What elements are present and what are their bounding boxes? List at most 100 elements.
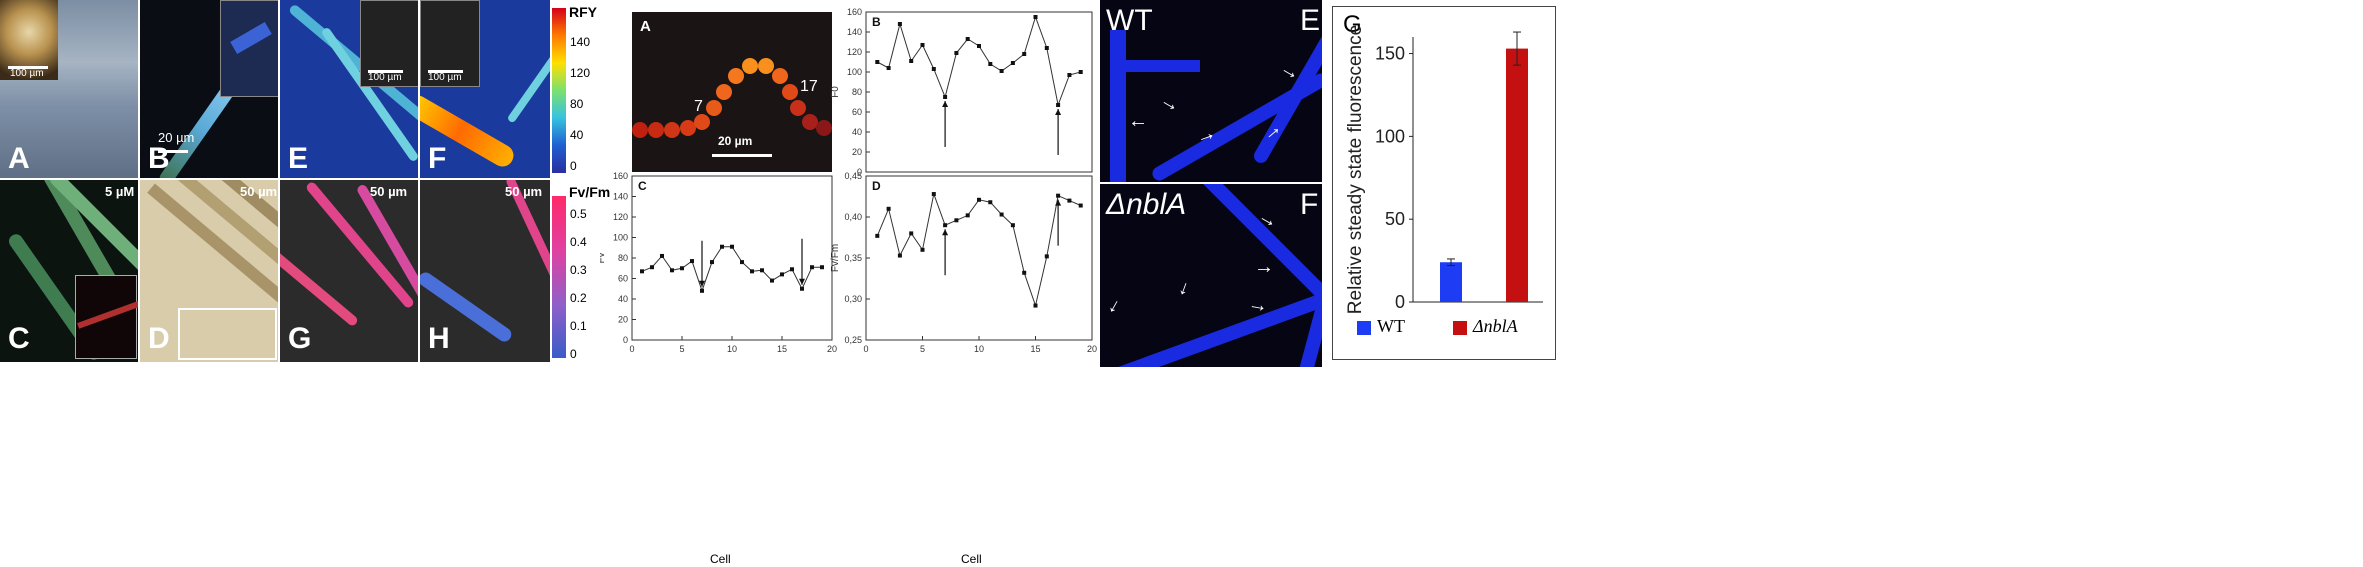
data-point: [650, 265, 654, 270]
arrow-head: [1055, 199, 1062, 206]
colorbar-tick: 0.1: [570, 319, 587, 333]
data-point: [920, 247, 925, 252]
y-tick-label: 160: [613, 171, 628, 181]
scale-bar: [368, 70, 403, 73]
panel-label: F: [428, 142, 447, 175]
scale-label: 50 µm: [370, 184, 408, 199]
arrow-icon: ←: [1128, 110, 1148, 132]
data-point: [965, 37, 970, 41]
cell-label-17: 17: [800, 78, 818, 95]
panel-label: D: [872, 179, 881, 193]
data-point: [1010, 61, 1015, 65]
strain-label: ΔnblA: [1106, 188, 1187, 221]
plot-frame: [865, 11, 1093, 173]
data-point: [909, 59, 914, 63]
scale-label: 50 µm: [505, 184, 543, 199]
x-tick-label: 20: [1087, 344, 1097, 354]
plot-frame: [865, 175, 1093, 341]
data-point: [954, 51, 959, 55]
data-point: [780, 272, 784, 277]
data-point: [710, 260, 714, 265]
data-point: [897, 253, 902, 258]
inset-image: [220, 0, 278, 97]
panel-label: H: [428, 322, 450, 355]
legend-swatch-nbla: [1453, 321, 1467, 335]
data-point: [1044, 254, 1049, 259]
data-point: [1067, 73, 1072, 77]
panel-F-rfy: 100 µm F: [420, 0, 550, 178]
y-tick-label: 100: [1375, 126, 1405, 146]
y-tick-label: 120: [613, 212, 628, 222]
y-tick-label: 20: [618, 315, 628, 325]
data-point: [875, 233, 880, 238]
scale-label: 50 µm: [240, 184, 278, 199]
colorbar-rfy: [552, 8, 566, 173]
panel-label: D: [148, 322, 170, 355]
data-point: [909, 231, 914, 236]
panel-A-filament-image: A 7 17 20 µm: [632, 12, 832, 172]
chart-D: 0,25 0,30 0,35 0,40 0,45 0 5 10 15 20 D Fv/Fm: [830, 171, 1097, 354]
data-point: [943, 95, 948, 99]
x-tick-label: 0: [863, 344, 868, 354]
x-tick-label: 5: [920, 344, 925, 354]
data-point: [999, 69, 1004, 73]
y-tick-label: 60: [618, 274, 628, 284]
data-point: [931, 192, 936, 197]
arrow-icon: →: [1254, 256, 1274, 278]
panel-label: A: [640, 18, 651, 35]
colorbar-title: RFY: [569, 4, 597, 20]
colorbar-tick: 0.5: [570, 207, 587, 221]
panel-label: G: [1343, 11, 1362, 38]
y-tick-label: 40: [618, 294, 628, 304]
data-point: [1022, 52, 1027, 56]
data-point: [800, 286, 804, 291]
y-tick-label: 40: [852, 127, 862, 137]
inset-image: [75, 275, 138, 359]
cell-chain: [632, 58, 832, 138]
y-tick-label: 80: [852, 87, 862, 97]
data-point: [965, 213, 970, 218]
y-tick-label: 100: [613, 233, 628, 243]
panel-D-brightfield: 50 µm D: [140, 180, 278, 362]
y-tick-label: 0,35: [844, 253, 862, 263]
y-tick-label: 80: [618, 253, 628, 263]
x-axis-label: Cell: [961, 552, 982, 566]
panel-A-photo: 100 µm A: [0, 0, 138, 178]
chart-B: 0 20 40 60 80 100 120 140 160 B F0: [830, 7, 1093, 177]
scale-label: 5 µM: [105, 184, 135, 199]
panel-label: G: [288, 322, 312, 355]
scale-bar: [158, 150, 188, 153]
y-axis-label: Fv/Fm: [830, 244, 841, 272]
arrow-icon: →: [1101, 293, 1131, 322]
data-point: [700, 288, 704, 293]
panel-G-fvfm: 50 µm G: [280, 180, 418, 362]
arrow-icon: →: [1246, 292, 1270, 318]
scale-bar: [428, 70, 463, 73]
x-tick-label: 5: [679, 344, 684, 354]
scale-label: 20 µm: [718, 134, 753, 148]
data-point: [1010, 223, 1015, 228]
data-point: [988, 200, 993, 205]
panel-label: B: [148, 142, 170, 175]
data-point: [1022, 270, 1027, 275]
data-point: [931, 67, 936, 71]
y-tick-label: 0,25: [844, 335, 862, 345]
panel-label: C: [638, 179, 647, 193]
data-point: [730, 244, 734, 249]
x-tick-label: 0: [629, 344, 634, 354]
data-point: [810, 265, 814, 270]
y-tick-label: 0: [623, 335, 628, 345]
legend-label-nbla: ΔnblA: [1473, 316, 1518, 336]
y-tick-label: 60: [852, 107, 862, 117]
x-tick-label: 10: [974, 344, 984, 354]
data-point: [690, 259, 694, 264]
y-axis-label: F0: [830, 86, 841, 98]
x-tick-label: 10: [727, 344, 737, 354]
data-point: [920, 43, 925, 47]
data-point: [897, 22, 902, 26]
filament: [506, 4, 550, 124]
y-tick-label: 120: [847, 47, 862, 57]
colorbar-tick: 0.3: [570, 263, 587, 277]
y-tick-label: 0: [1395, 292, 1405, 312]
y-tick-label: 0,40: [844, 212, 862, 222]
